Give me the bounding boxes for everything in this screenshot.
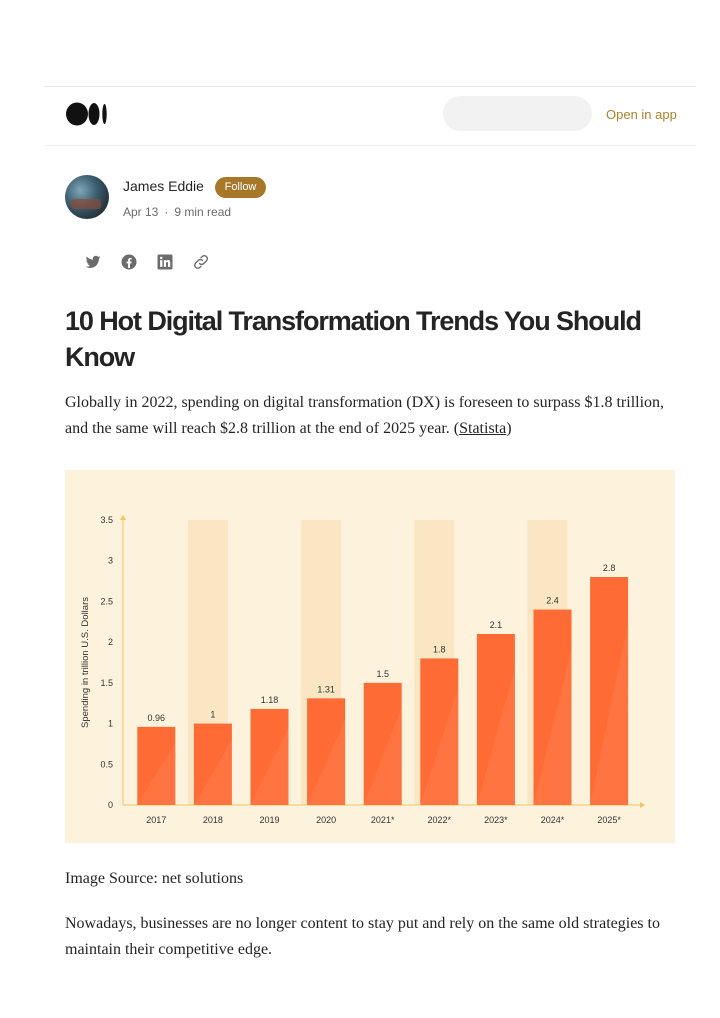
author-name[interactable]: James Eddie [123,178,204,194]
chart-svg: 0 0.5 1 1.5 2 2.5 3 3.5 Spending in trillion U.S… [80,515,645,825]
intro-text: Globally in 2022, spending on digital tr… [65,394,665,437]
bar [420,658,459,805]
medium-logo-icon[interactable] [66,102,108,126]
author-avatar[interactable] [65,175,109,219]
body-paragraph: Nowadays, businesses are no longer conte… [65,915,660,958]
bar-shading [193,739,232,805]
y-tick-label: 1.5 [100,678,113,688]
image-caption: Image Source: net solutions [65,870,244,887]
bar-value-label: 1.18 [261,695,279,705]
read-time: 9 min read [174,205,232,219]
y-axis-arrow [120,515,126,520]
bar [193,723,232,805]
y-tick-label: 3.5 [100,515,113,525]
x-tick-label: 2025* [597,815,621,825]
twitter-icon[interactable] [84,253,102,271]
x-tick-label: 2022* [428,815,452,825]
y-tick-label: 0 [108,800,113,810]
link-icon[interactable] [192,253,210,271]
x-tick-label: 2020 [316,815,336,825]
facebook-icon[interactable] [120,253,138,271]
article-title: 10 Hot Digital Transformation Trends You… [65,306,642,372]
x-tick-label: 2017 [146,815,166,825]
spending-bar-chart: 0 0.5 1 1.5 2 2.5 3 3.5 Spending in trillion U.S… [65,470,675,843]
bar [307,698,346,805]
bar [476,634,515,805]
y-tick-label: 3 [108,556,113,566]
bar-value-label: 1.8 [433,644,446,654]
bar-value-label: 1 [210,710,215,720]
x-tick-label: 2018 [203,815,223,825]
bar-shading [307,719,346,805]
y-tick-label: 0.5 [100,759,113,769]
article-meta: Apr 13 · 9 min read [123,205,231,219]
y-tick-label: 1 [108,719,113,729]
bar-value-label: 2.1 [490,620,503,630]
open-in-app-link[interactable]: Open in app [606,107,677,122]
bar-value-label: 0.96 [148,713,166,723]
x-tick-label: 2023* [484,815,508,825]
bar-value-label: 2.4 [546,596,559,606]
y-tick-label: 2 [108,637,113,647]
bar-shading [137,742,176,805]
bar [590,577,629,805]
y-tick-label: 2.5 [100,596,113,606]
x-tick-label: 2019 [259,815,279,825]
bar [250,708,289,805]
bar-shading [590,622,629,805]
bar [363,682,402,805]
intro-end: ) [506,420,512,437]
statista-link[interactable]: Statista [459,420,507,437]
y-axis-label: Spending in trillion U.S. Dollars [80,597,91,728]
meta-separator: · [164,205,169,219]
bar-value-label: 1.31 [317,684,335,694]
bar [533,609,572,805]
search-bar[interactable] [443,96,592,131]
bar-shading [363,707,402,805]
x-tick-label: 2021* [371,815,395,825]
bar-shading [476,668,515,805]
x-tick-label: 2024* [541,815,565,825]
top-navigation-bar: Open in app [44,86,696,146]
follow-button[interactable]: Follow [215,177,266,198]
x-axis-arrow [640,802,645,808]
linkedin-icon[interactable] [156,253,174,271]
bar-value-label: 2.8 [603,563,616,573]
publish-date: Apr 13 [123,205,159,219]
bar-value-label: 1.5 [376,669,389,679]
bar [137,726,176,805]
intro-paragraph: Globally in 2022, spending on digital tr… [65,390,675,442]
